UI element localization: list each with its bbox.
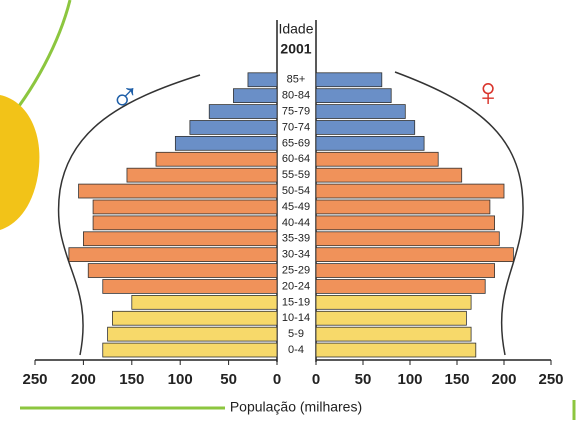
bar-male bbox=[127, 168, 277, 182]
age-label: 55-59 bbox=[282, 169, 310, 181]
age-label: 50-54 bbox=[282, 185, 310, 197]
age-label: 10-14 bbox=[282, 312, 310, 324]
x-tick-label: 150 bbox=[444, 371, 469, 388]
bar-female bbox=[316, 73, 382, 87]
bar-female bbox=[316, 264, 495, 278]
bar-male bbox=[108, 327, 277, 341]
bar-male bbox=[88, 264, 277, 278]
bar-female bbox=[316, 89, 391, 103]
bar-female bbox=[316, 232, 499, 246]
age-label: 40-44 bbox=[282, 217, 310, 229]
bar-female bbox=[316, 343, 476, 357]
bar-female bbox=[316, 311, 466, 325]
age-label: 75-79 bbox=[282, 105, 310, 117]
bar-male bbox=[93, 200, 277, 214]
legend-male: ♂ bbox=[110, 76, 140, 120]
x-tick-label: 100 bbox=[168, 371, 193, 388]
x-tick-label: 50 bbox=[355, 371, 372, 388]
age-label: 60-64 bbox=[282, 153, 310, 165]
bar-male bbox=[248, 73, 277, 87]
bar-male bbox=[83, 232, 277, 246]
x-tick-label: 100 bbox=[397, 371, 422, 388]
decor-blob bbox=[0, 95, 39, 230]
bar-male bbox=[79, 184, 277, 198]
age-label: 20-24 bbox=[282, 280, 310, 292]
bar-female bbox=[316, 248, 513, 262]
bar-male bbox=[103, 280, 277, 294]
bar-male bbox=[156, 152, 277, 166]
x-tick-label: 200 bbox=[491, 371, 516, 388]
bar-female bbox=[316, 216, 495, 230]
bar-female bbox=[316, 136, 424, 150]
x-tick-label: 50 bbox=[220, 371, 237, 388]
category-axis-label: Idade bbox=[278, 21, 313, 37]
age-label: 65-69 bbox=[282, 137, 310, 149]
bar-female bbox=[316, 295, 471, 309]
bar-male bbox=[93, 216, 277, 230]
legend-female: ♀ bbox=[473, 71, 503, 115]
x-tick-label: 150 bbox=[119, 371, 144, 388]
bar-female bbox=[316, 327, 471, 341]
bar-female bbox=[316, 152, 438, 166]
bar-female bbox=[316, 121, 415, 135]
age-label: 80-84 bbox=[282, 90, 310, 102]
x-tick-label: 0 bbox=[273, 371, 281, 388]
bar-male bbox=[112, 311, 277, 325]
x-tick-label: 200 bbox=[71, 371, 96, 388]
age-label: 85+ bbox=[287, 74, 306, 86]
bar-male bbox=[103, 343, 277, 357]
x-tick-label: 0 bbox=[312, 371, 320, 388]
bar-male bbox=[209, 105, 277, 119]
age-label: 5-9 bbox=[288, 328, 304, 340]
bar-male bbox=[132, 295, 277, 309]
x-tick-label: 250 bbox=[22, 371, 47, 388]
age-label: 0-4 bbox=[288, 344, 304, 356]
chart: Idade 2001 ♂ ♀ População (milhares) 0-4 5… bbox=[0, 0, 581, 427]
bar-female bbox=[316, 105, 405, 119]
age-label: 45-49 bbox=[282, 201, 310, 213]
bar-female bbox=[316, 280, 485, 294]
bar-male bbox=[69, 248, 277, 262]
age-label: 70-74 bbox=[282, 121, 310, 133]
age-label: 30-34 bbox=[282, 249, 310, 261]
subtitle: 2001 bbox=[280, 41, 311, 57]
x-axis-label: População (milhares) bbox=[230, 399, 362, 415]
bar-male bbox=[190, 121, 277, 135]
age-label: 35-39 bbox=[282, 233, 310, 245]
x-tick-label: 250 bbox=[538, 371, 563, 388]
bar-male bbox=[233, 89, 277, 103]
age-label: 25-29 bbox=[282, 264, 310, 276]
bar-female bbox=[316, 200, 490, 214]
bar-female bbox=[316, 184, 504, 198]
age-label: 15-19 bbox=[282, 296, 310, 308]
bar-female bbox=[316, 168, 462, 182]
bar-male bbox=[175, 136, 277, 150]
